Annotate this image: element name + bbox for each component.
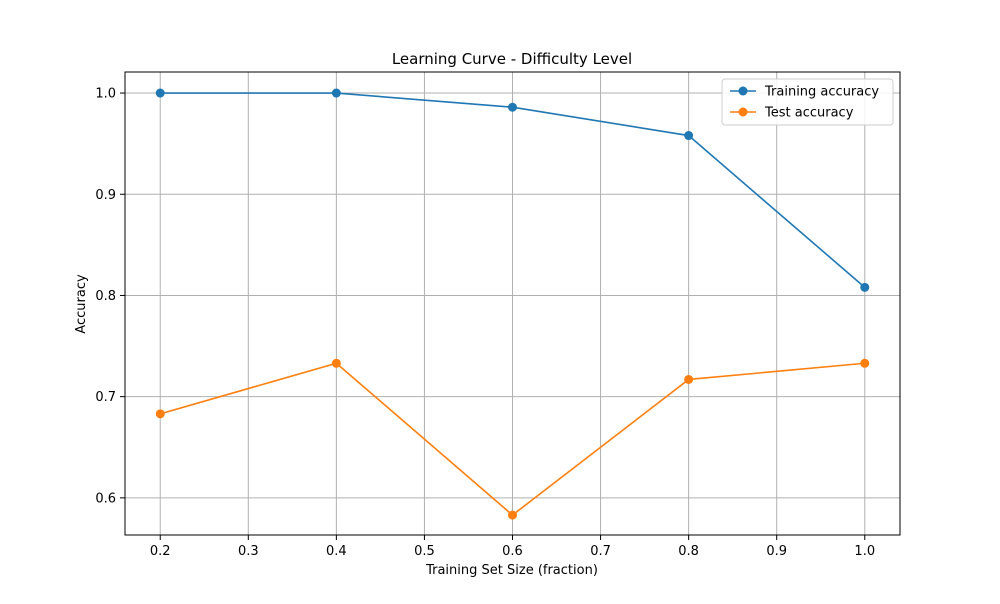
- legend-box: [721, 78, 894, 126]
- x-tick-label: 0.6: [502, 544, 523, 559]
- training-accuracy-point: [508, 102, 517, 112]
- training-accuracy-point: [860, 282, 870, 292]
- series-group: [155, 88, 870, 520]
- x-tick-label: 0.3: [238, 544, 259, 559]
- y-tick-label: 0.6: [95, 491, 116, 506]
- legend-marker: [738, 86, 748, 96]
- test-accuracy-point: [684, 374, 694, 384]
- test-accuracy-point: [331, 358, 341, 368]
- y-tick-label: 0.8: [95, 289, 116, 304]
- y-tick-label: 0.7: [95, 390, 116, 405]
- x-tick-label: 0.9: [766, 544, 787, 559]
- x-tick-label: 0.7: [590, 544, 611, 559]
- x-tick-label: 0.8: [678, 544, 699, 559]
- chart-title: Learning Curve - Difficulty Level: [392, 50, 632, 68]
- x-tick-label: 0.4: [326, 544, 347, 559]
- training-accuracy-point: [331, 88, 341, 98]
- test-accuracy-series: [155, 358, 870, 520]
- test-accuracy-point: [508, 510, 517, 520]
- legend-label: Test accuracy: [764, 106, 854, 121]
- legend-item-test-accuracy: Test accuracy: [730, 106, 854, 121]
- legend-item-training-accuracy: Training accuracy: [730, 85, 879, 100]
- legend-label: Training accuracy: [764, 85, 879, 100]
- y-tick-label: 1.0: [95, 87, 116, 102]
- x-tick-label: 0.5: [414, 544, 435, 559]
- grid: [125, 72, 900, 535]
- y-axis-label: Accuracy: [74, 274, 89, 334]
- test-accuracy-point: [860, 358, 870, 368]
- training-accuracy-series: [155, 88, 870, 292]
- x-tick-label: 0.2: [150, 544, 171, 559]
- test-accuracy-point: [155, 409, 165, 419]
- legend: Training accuracy Test accuracy: [721, 78, 894, 126]
- x-tick-label: 1.0: [854, 544, 875, 559]
- axis-ticks: 0.2 0.3 0.4 0.5 0.6 0.7 0.8 0.9 1.0 0.6 0.7 0.8 0.9 1…: [95, 87, 875, 559]
- y-tick-label: 0.9: [95, 188, 116, 203]
- legend-marker: [738, 107, 748, 117]
- x-axis-label: Training Set Size (fraction): [425, 563, 598, 578]
- training-accuracy-point: [155, 88, 165, 98]
- training-accuracy-point: [684, 131, 694, 141]
